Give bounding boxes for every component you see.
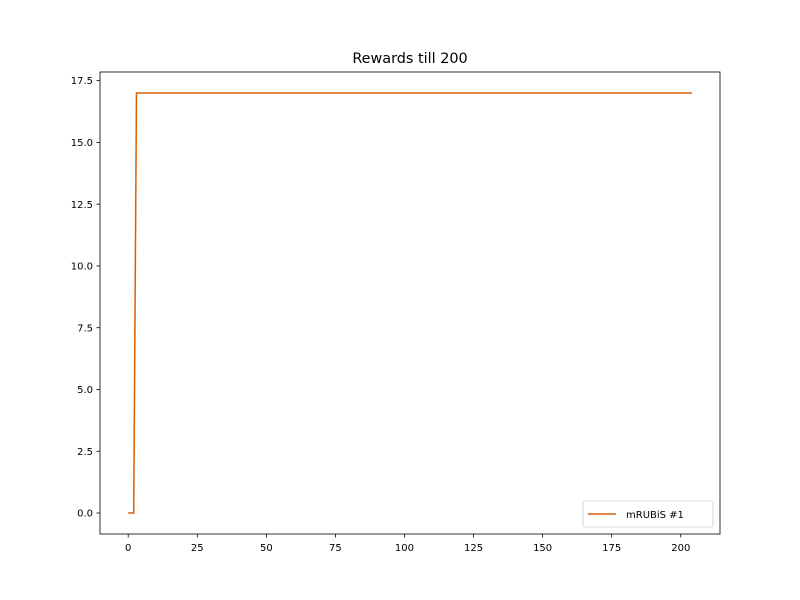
y-tick-label: 10.0 bbox=[71, 262, 93, 273]
legend-box bbox=[582, 500, 714, 528]
y-tick-label: 12.5 bbox=[71, 200, 93, 211]
legend: mRUBiS #1 bbox=[582, 500, 714, 528]
x-tick-label: 25 bbox=[191, 543, 204, 554]
x-tick-label: 75 bbox=[329, 543, 342, 554]
y-tick-label: 2.5 bbox=[77, 447, 93, 458]
x-tick-label: 0 bbox=[125, 543, 131, 554]
y-tick-label: 15.0 bbox=[71, 138, 93, 149]
y-tick-label: 5.0 bbox=[77, 385, 93, 396]
chart-title: Rewards till 200 bbox=[352, 51, 467, 67]
y-axis: 0.0 2.5 5.0 7.5 10.0 12.5 15.0 17.5 bbox=[71, 76, 100, 520]
y-tick-label: 17.5 bbox=[71, 76, 93, 87]
x-tick-label: 50 bbox=[260, 543, 273, 554]
series-layer bbox=[128, 92, 692, 514]
x-tick-label: 200 bbox=[671, 543, 690, 554]
series-line bbox=[128, 92, 692, 514]
plot-frame bbox=[99, 71, 721, 535]
y-tick-label: 0.0 bbox=[77, 509, 93, 520]
x-tick-label: 175 bbox=[602, 543, 621, 554]
x-tick-label: 100 bbox=[395, 543, 414, 554]
x-axis: 0 25 50 75 100 125 150 175 200 bbox=[125, 534, 690, 554]
x-tick-label: 150 bbox=[533, 543, 552, 554]
x-tick-label: 125 bbox=[464, 543, 483, 554]
legend-label: mRUBiS #1 bbox=[626, 510, 684, 521]
y-tick-label: 7.5 bbox=[77, 323, 93, 334]
